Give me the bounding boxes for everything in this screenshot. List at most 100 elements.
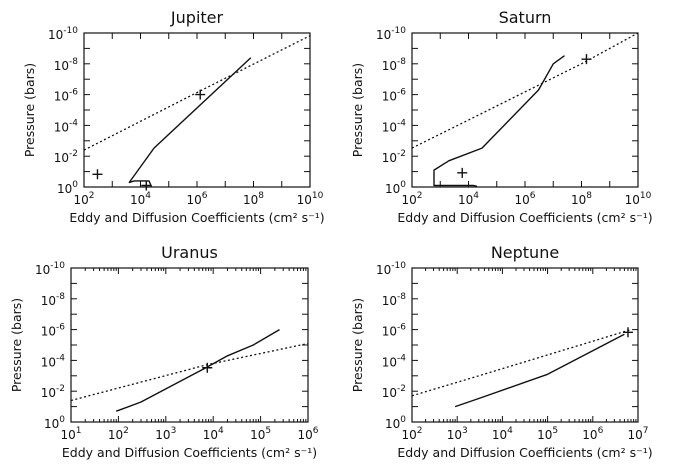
x-tick-base: 10 <box>401 193 416 207</box>
x-tick-base: 10 <box>625 193 640 207</box>
y-tick-label: 10-10 <box>376 261 406 277</box>
y-tick-base: 10 <box>44 417 59 431</box>
x-tick-label: 105 <box>537 426 558 442</box>
x-tick-base: 10 <box>627 428 642 442</box>
y-tick-exponent: -2 <box>56 384 65 394</box>
y-tick-exponent: -8 <box>69 57 78 67</box>
y-tick-label: 10-2 <box>382 149 406 165</box>
x-tick-base: 10 <box>243 193 258 207</box>
x-tick-label: 105 <box>250 426 271 442</box>
y-tick-exponent: -6 <box>397 88 406 98</box>
x-tick-base: 10 <box>186 193 201 207</box>
x-tick-label: 106 <box>186 191 207 207</box>
x-tick-label: 103 <box>447 426 468 442</box>
x-tick-exponent: 6 <box>598 426 604 436</box>
x-tick-base: 10 <box>571 193 586 207</box>
y-tick-base: 10 <box>48 28 63 42</box>
x-tick-label: 107 <box>627 426 648 442</box>
x-tick-exponent: 2 <box>417 191 423 201</box>
y-tick-label: 10-4 <box>382 353 407 369</box>
panel-2: Uranus Pressure (bars) Eddy and Diffusion … <box>9 243 319 460</box>
y-tick-exponent: -4 <box>397 118 406 128</box>
x-tick-base: 10 <box>582 428 597 442</box>
x-tick-exponent: 3 <box>462 426 468 436</box>
y-tick-label: 10-10 <box>35 261 65 277</box>
x-tick-exponent: 4 <box>473 191 479 201</box>
x-tick-base: 10 <box>108 428 123 442</box>
y-tick-base: 10 <box>54 90 69 104</box>
y-tick-exponent: -4 <box>56 353 65 363</box>
y-tick-exponent: -2 <box>397 384 406 394</box>
x-tick-exponent: 3 <box>171 426 177 436</box>
y-tick-exponent: -6 <box>56 323 65 333</box>
x-tick-exponent: 4 <box>145 191 151 201</box>
y-tick-label: 10-8 <box>382 292 407 308</box>
y-axis-label: Pressure (bars) <box>350 63 365 157</box>
x-tick-exponent: 5 <box>552 426 558 436</box>
x-tick-base: 10 <box>155 428 170 442</box>
plus-marker <box>92 169 103 180</box>
y-tick-label: 10-4 <box>41 353 66 369</box>
x-tick-label: 106 <box>297 426 318 442</box>
x-tick-base: 10 <box>492 428 507 442</box>
y-tick-label: 100 <box>44 415 65 431</box>
y-tick-exponent: 0 <box>400 180 406 190</box>
chart-title: Jupiter <box>170 8 224 27</box>
y-tick-base: 10 <box>385 182 400 196</box>
x-tick-base: 10 <box>73 193 88 207</box>
y-tick-base: 10 <box>376 28 391 42</box>
dotted-series-line <box>411 328 632 397</box>
x-tick-base: 10 <box>401 428 416 442</box>
y-tick-exponent: -10 <box>391 26 406 36</box>
x-tick-label: 102 <box>401 426 422 442</box>
y-tick-label: 10-8 <box>41 292 66 308</box>
x-tick-exponent: 7 <box>643 426 649 436</box>
x-tick-label: 106 <box>582 426 603 442</box>
y-tick-exponent: -8 <box>397 57 406 67</box>
x-tick-base: 10 <box>250 428 265 442</box>
x-tick-exponent: 10 <box>312 191 324 201</box>
y-tick-label: 10-2 <box>41 384 65 400</box>
plot-frame <box>83 32 311 188</box>
solid-series-line <box>128 57 252 188</box>
x-tick-base: 10 <box>203 428 218 442</box>
y-tick-base: 10 <box>41 355 56 369</box>
y-tick-label: 10-4 <box>54 118 79 134</box>
x-tick-label: 106 <box>514 191 535 207</box>
y-axis-label: Pressure (bars) <box>22 63 37 157</box>
y-tick-label: 10-4 <box>382 118 407 134</box>
dotted-series-line <box>83 35 311 151</box>
y-tick-base: 10 <box>382 355 397 369</box>
y-tick-exponent: -10 <box>63 26 78 36</box>
y-tick-label: 100 <box>57 180 78 196</box>
plot-frame <box>70 267 309 423</box>
plus-marker <box>457 167 468 178</box>
y-tick-base: 10 <box>54 120 69 134</box>
plot-frame <box>411 32 639 188</box>
y-tick-base: 10 <box>376 263 391 277</box>
x-tick-label: 104 <box>130 191 151 207</box>
dotted-series-line <box>70 342 309 402</box>
x-tick-base: 10 <box>297 193 312 207</box>
y-tick-base: 10 <box>41 325 56 339</box>
solid-series-line <box>433 55 565 187</box>
y-tick-base: 10 <box>382 59 397 73</box>
chart-title: Saturn <box>499 8 552 27</box>
dotted-series-line <box>411 32 639 149</box>
x-tick-base: 10 <box>130 193 145 207</box>
y-tick-base: 10 <box>35 263 50 277</box>
x-tick-exponent: 2 <box>123 426 129 436</box>
y-tick-label: 10-2 <box>54 149 78 165</box>
y-tick-label: 10-6 <box>41 323 66 339</box>
y-tick-label: 10-10 <box>376 26 406 42</box>
y-tick-base: 10 <box>385 417 400 431</box>
x-tick-label: 108 <box>571 191 592 207</box>
y-tick-base: 10 <box>382 386 397 400</box>
x-tick-exponent: 6 <box>313 426 319 436</box>
y-tick-exponent: 0 <box>400 415 406 425</box>
y-tick-exponent: -6 <box>69 88 78 98</box>
x-tick-base: 10 <box>60 428 75 442</box>
y-tick-label: 10-6 <box>382 323 407 339</box>
y-tick-base: 10 <box>54 151 69 165</box>
